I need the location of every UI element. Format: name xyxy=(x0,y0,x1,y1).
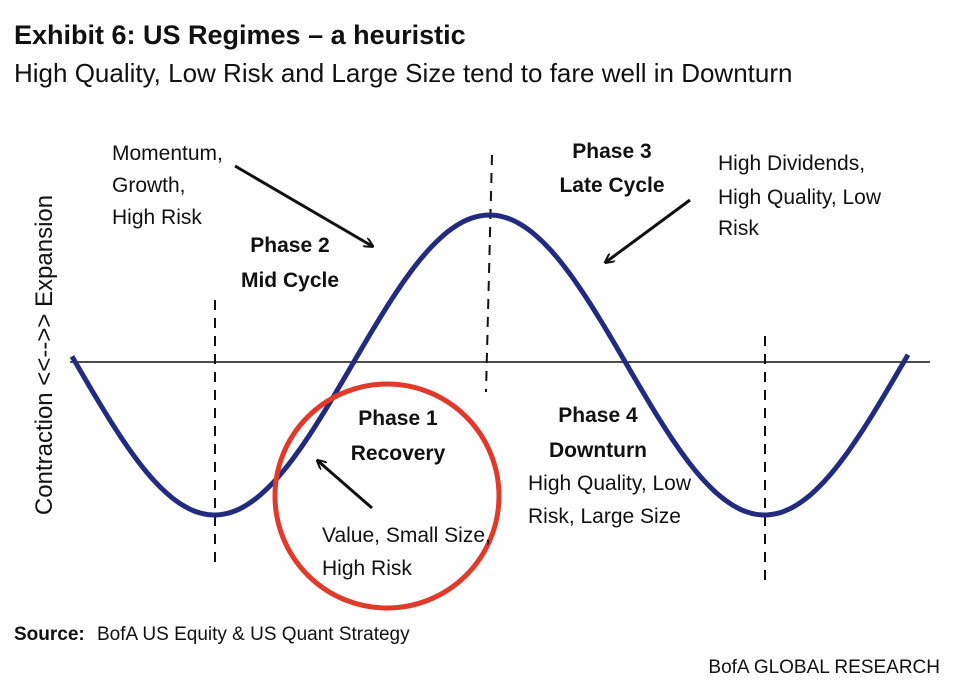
cycle-wave xyxy=(69,212,911,518)
phase-stage: Downturn xyxy=(549,439,647,462)
phase-factor: High Risk xyxy=(112,206,202,229)
phase-factor: High Risk xyxy=(322,557,412,580)
phase-factor: Value, Small Size, xyxy=(322,524,491,547)
phase-name: Phase 4 xyxy=(558,404,638,427)
phase-factor: Risk xyxy=(718,217,759,240)
source-label: Source: xyxy=(14,624,85,645)
axis-label: Contraction <<-->> Expansion xyxy=(31,195,58,515)
title: Exhibit 6: US Regimes – a heuristic xyxy=(14,20,466,50)
phase-dividers xyxy=(214,154,766,582)
phase-factor: Momentum, xyxy=(112,142,223,165)
phase-factor: Growth, xyxy=(112,174,186,197)
phase-factor: High Quality, Low xyxy=(528,472,692,495)
subtitle: High Quality, Low Risk and Large Size te… xyxy=(14,58,792,88)
phase-factor: High Dividends, xyxy=(718,152,865,175)
highlight-circle xyxy=(272,381,502,611)
phase-stage: Mid Cycle xyxy=(241,269,339,292)
phase-name: Phase 1 xyxy=(358,407,438,430)
phase-stage: Late Cycle xyxy=(559,174,664,197)
phase-factor: High Quality, Low xyxy=(718,186,882,209)
phase-factor: Risk, Large Size xyxy=(528,505,681,528)
phase-stage: Recovery xyxy=(351,442,446,465)
phase-name: Phase 3 xyxy=(572,140,651,163)
brand: BofA GLOBAL RESEARCH xyxy=(708,657,940,678)
source: BofA US Equity & US Quant Strategy xyxy=(97,624,410,645)
phase-name: Phase 2 xyxy=(250,234,329,257)
arrows xyxy=(234,164,691,510)
